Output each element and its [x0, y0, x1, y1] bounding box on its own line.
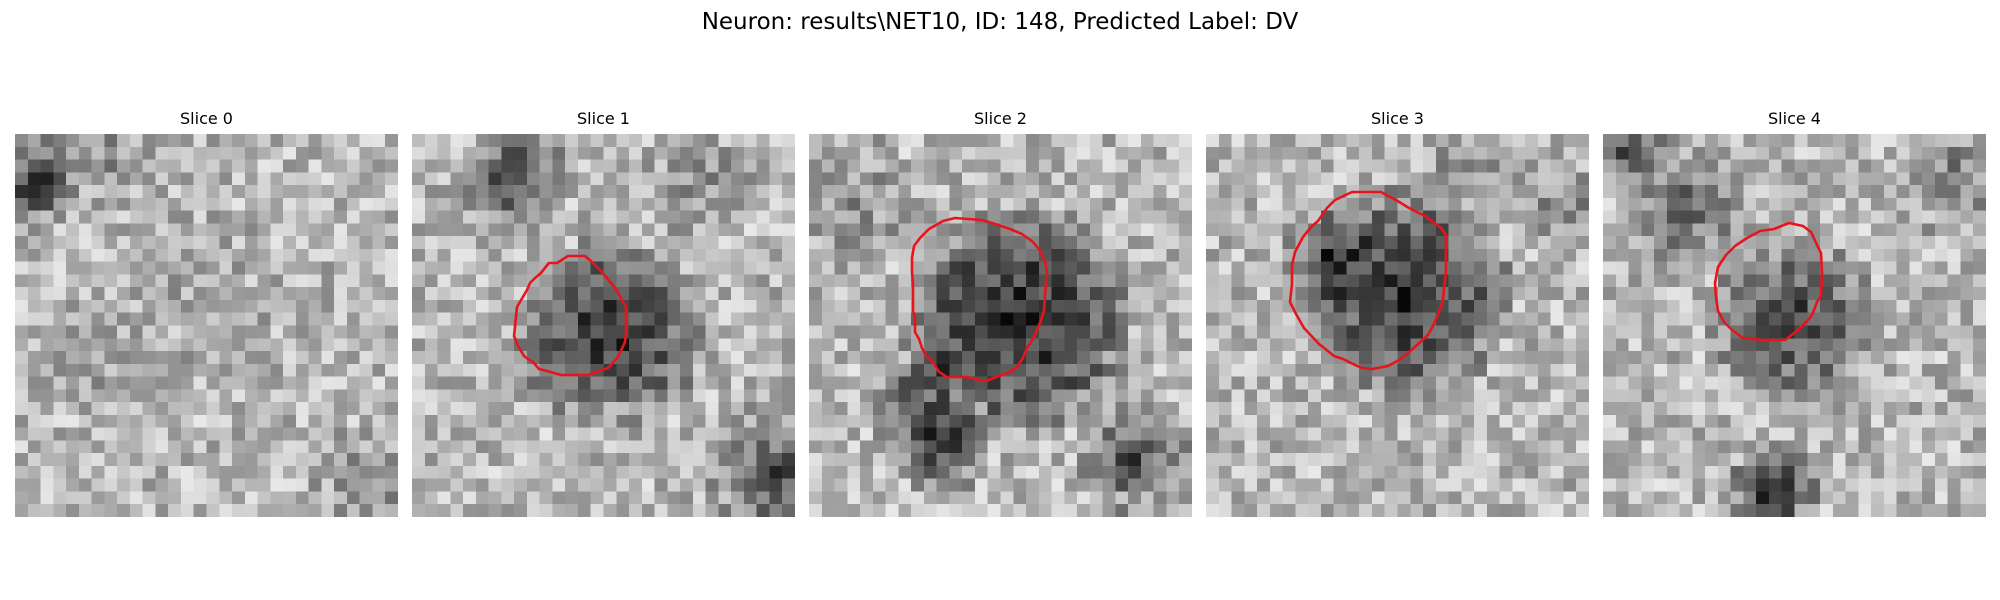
contour-overlay: [1288, 190, 1448, 371]
micrograph: [1206, 134, 1589, 517]
slice-panel-3: Slice 3: [1206, 108, 1589, 528]
slice-image: [1603, 134, 1986, 517]
figure-title: Neuron: results\NET10, ID: 148, Predicte…: [701, 9, 1299, 35]
segmentation-contour: [512, 254, 628, 377]
contour-overlay: [15, 134, 398, 517]
slice-image: [412, 134, 795, 517]
segmentation-contour: [910, 216, 1049, 383]
contour-overlay: [1713, 221, 1824, 342]
slice-title: Slice 1: [577, 109, 630, 128]
segmentation-contour: [1713, 221, 1824, 342]
slice-title: Slice 0: [180, 109, 233, 128]
slice-image: [15, 134, 398, 517]
slice-title: Slice 2: [974, 109, 1027, 128]
micrograph: [1603, 134, 1986, 517]
micrograph: [15, 134, 398, 517]
slice-panel-4: Slice 4: [1603, 108, 1986, 528]
slice-image: [809, 134, 1192, 517]
slice-image: [1206, 134, 1589, 517]
slice-title: Slice 3: [1371, 109, 1424, 128]
slice-panel-1: Slice 1: [412, 108, 795, 528]
micrograph: [412, 134, 795, 517]
contour-overlay: [512, 254, 628, 377]
micrograph: [809, 134, 1192, 517]
slice-title: Slice 4: [1768, 109, 1821, 128]
slice-panel-2: Slice 2: [809, 108, 1192, 528]
segmentation-contour: [1288, 190, 1448, 371]
contour-overlay: [910, 216, 1049, 383]
slice-panel-0: Slice 0: [15, 108, 398, 528]
